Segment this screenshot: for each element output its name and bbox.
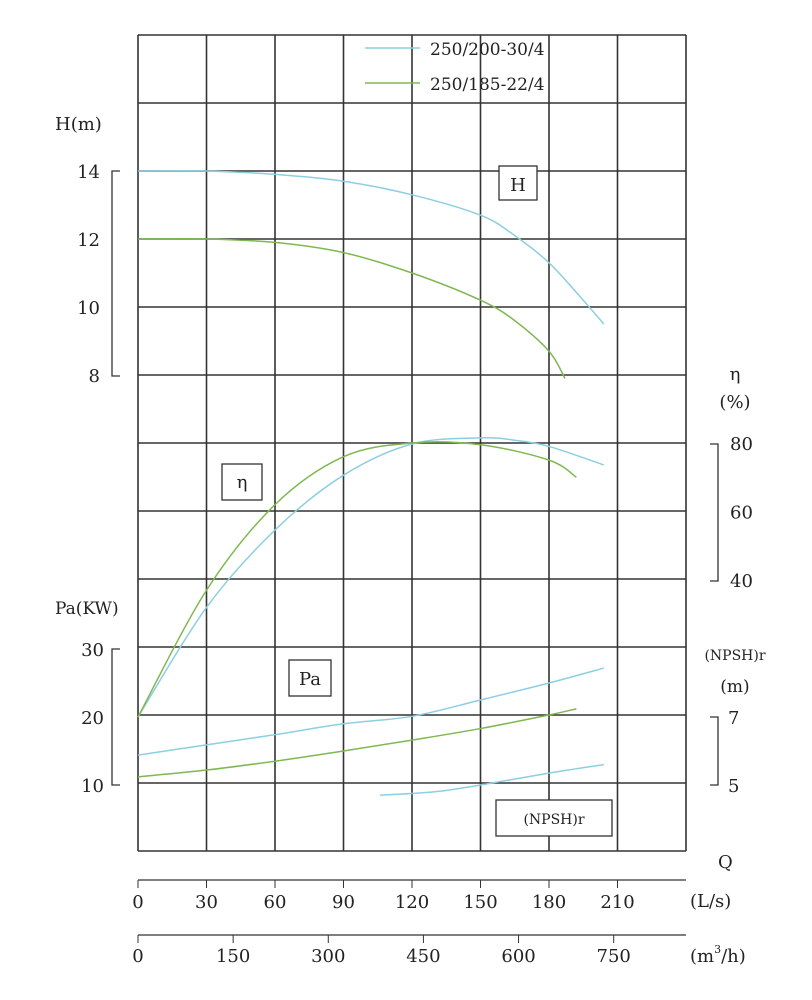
npsh-axis-line (710, 716, 719, 786)
svg-text:(NPSH)r: (NPSH)r (523, 812, 584, 828)
h-axis-line (111, 170, 120, 377)
q-axis-title: Q (718, 852, 733, 873)
curve-npsh-250-200-30-4 (379, 763, 604, 796)
ls-tick-label: 30 (195, 892, 218, 913)
legend-label-1: 250/200-30/4 (430, 40, 545, 60)
ls-tick-label: 60 (264, 892, 287, 913)
curve-h-250-185-22-4 (137, 237, 566, 379)
curve-eta-250-185-22-4 (137, 441, 577, 718)
ls-tick-label: 0 (132, 892, 143, 913)
m3h-tick-label: 750 (597, 946, 631, 967)
eta-tick-label: 60 (730, 503, 753, 524)
npsh-tick-label: 5 (728, 776, 739, 797)
ls-tick-label: 210 (600, 892, 634, 913)
box-label-Pa: Pa (288, 659, 332, 697)
legend-label-2: 250/185-22/4 (430, 75, 545, 95)
svg-text:H: H (510, 175, 526, 196)
npsh-axis-title: (NPSH)r (704, 648, 765, 664)
curve-eta-250-200-30-4 (137, 436, 605, 718)
m3h-tick-label: 450 (406, 946, 440, 967)
grid (137, 34, 687, 852)
m3h-tick-label: 0 (132, 946, 143, 967)
eta-axis-line (710, 443, 719, 582)
h-tick-label: 12 (77, 230, 100, 251)
legend: 250/200-30/4 250/185-22/4 (365, 40, 545, 95)
ls-tick-label: 150 (463, 892, 497, 913)
box-label-npsh: (NPSH)r (495, 799, 613, 837)
curve-pa-250-185-22-4 (137, 708, 577, 778)
m3h-tick-label: 300 (311, 946, 345, 967)
h-tick-label: 10 (77, 298, 100, 319)
h-axis-title: H(m) (55, 114, 102, 135)
eta-tick-label: 80 (730, 434, 753, 455)
h-tick-label: 14 (77, 162, 100, 183)
pa-tick-label: 10 (81, 776, 104, 797)
h-tick-label: 8 (89, 366, 100, 387)
ls-tick-label: 120 (395, 892, 429, 913)
box-label-H: H (498, 165, 538, 201)
npsh-axis-unit: (m) (720, 677, 749, 697)
pa-axis-line (111, 648, 120, 786)
eta-tick-label: 40 (730, 571, 753, 592)
box-label-eta: η (221, 463, 263, 501)
ls-unit: (L/s) (690, 891, 731, 912)
pa-tick-label: 30 (81, 640, 104, 661)
pa-tick-label: 20 (81, 708, 104, 729)
m3h-unit: (m3/h) (690, 943, 746, 967)
eta-axis-unit: (%) (719, 392, 750, 413)
pa-axis-title: Pa(KW) (55, 599, 119, 619)
curve-h-250-200-30-4 (137, 169, 605, 325)
ls-tick-label: 90 (332, 892, 355, 913)
m3h-tick-label: 150 (216, 946, 250, 967)
svg-text:Pa: Pa (299, 669, 321, 690)
npsh-tick-label: 7 (728, 708, 739, 729)
m3h-tick-label: 600 (501, 946, 535, 967)
curves (137, 169, 605, 796)
eta-axis-title: η (730, 364, 741, 385)
ls-tick-label: 180 (532, 892, 566, 913)
curve-pa-250-200-30-4 (137, 667, 604, 756)
svg-text:η: η (237, 472, 248, 493)
